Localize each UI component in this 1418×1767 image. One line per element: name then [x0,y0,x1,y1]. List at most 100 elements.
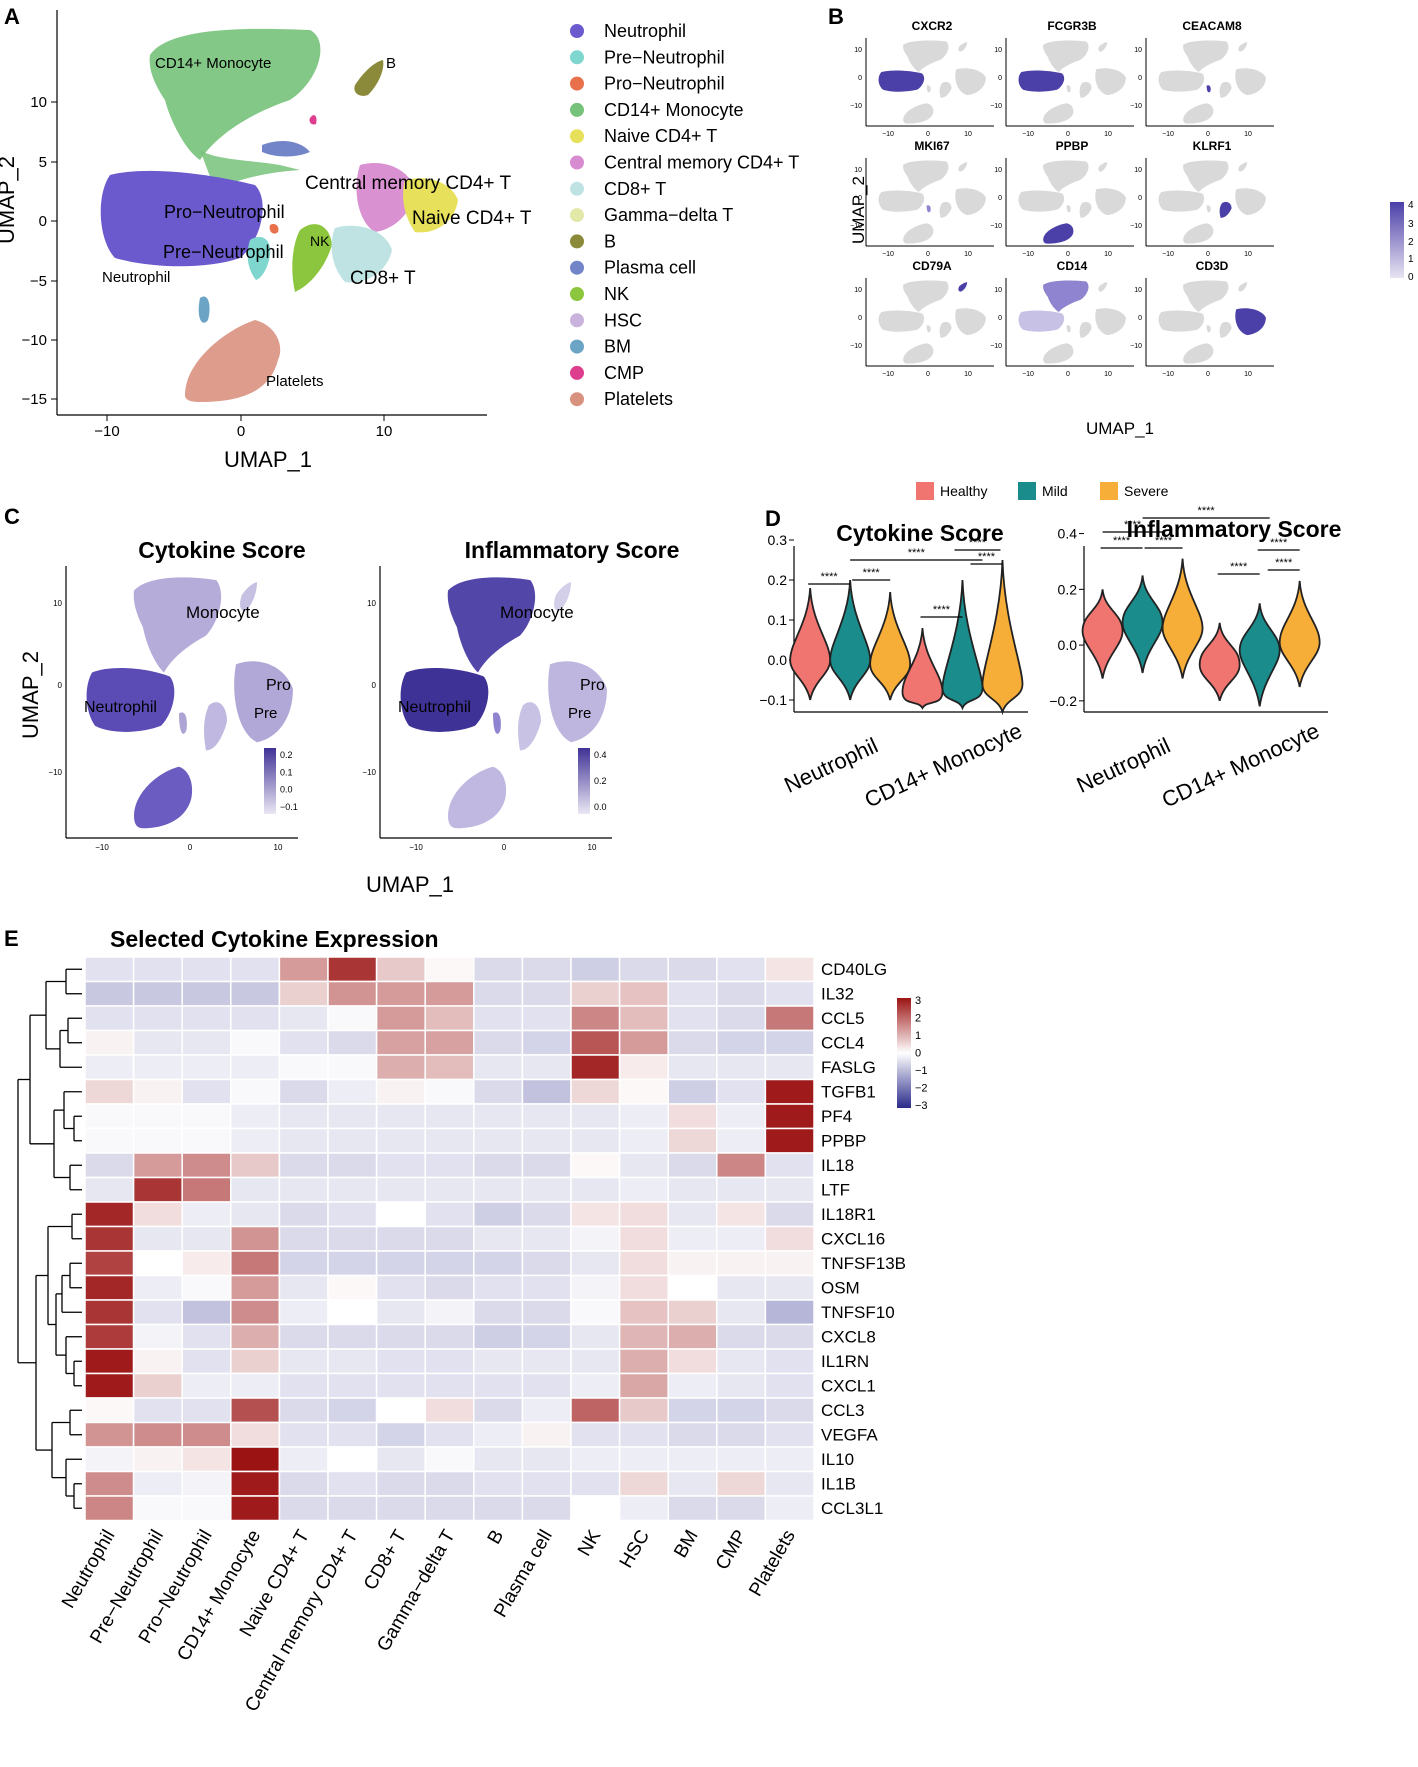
heatmap-cell [764,956,815,983]
umap-region-bcell [1098,42,1108,52]
panel-a-ytick: 10 [30,94,47,111]
mini-xtick: 0 [1066,371,1070,378]
umap-silhouette [1158,280,1266,364]
umap-region-pre [1206,85,1211,93]
feature-plot-klrf1: KLRF1 10 0 −10 −10 0 10 [1130,139,1274,258]
mini-ytick: −10 [850,223,862,230]
heatmap-cell [132,1274,183,1301]
legend-swatch [570,313,584,328]
heatmap-cell [230,1250,281,1277]
heatmap-col-label: NK [574,1526,606,1560]
heatmap-cell [764,1225,815,1252]
legend-swatch [570,208,584,223]
umap-region-plat [1183,223,1214,244]
legend-swatch [570,155,584,170]
umap-region-tcell [548,661,607,743]
heatmap-cell [84,1397,135,1424]
heatmap-row-label: CXCL1 [821,1377,876,1396]
heatmap-cell [278,980,329,1007]
heatmap-cell [570,956,621,983]
heatmap-cell [84,1421,135,1448]
heatmap-cell [521,1495,572,1522]
heatmap-cell [278,1421,329,1448]
heatmap-cell [716,1152,767,1179]
umap-region-mono [1043,40,1089,72]
violin-mild [1238,603,1281,707]
heatmap-cell [327,1152,378,1179]
umap-region-tcell [1235,308,1266,336]
heatmap-cell [618,1348,669,1375]
heatmap-row-label: IL1RN [821,1352,869,1371]
umap-region-neut [1018,190,1065,212]
heatmap-cell [618,1299,669,1326]
significance-stars: **** [1275,557,1293,569]
heatmap-cell [667,1152,718,1179]
umap-region-mono [1183,160,1229,192]
heatmap-cell [181,1348,232,1375]
score-ytick: 0 [372,681,377,690]
umap-region-bcell [1238,162,1248,172]
heatmap-cell [618,1421,669,1448]
heatmap-cell [716,1005,767,1032]
heatmap-cell [618,1470,669,1497]
heatmap-cbar-tick: −3 [915,1100,928,1112]
legend-label: CD8+ T [604,179,666,199]
heatmap-cell [570,1029,621,1056]
umap-region-plat [1043,103,1074,124]
heatmap-row-label: TNFSF10 [821,1303,895,1322]
umap-region-tcell [955,188,986,216]
umap-region-mono [1043,160,1089,192]
score-ytick: −10 [48,768,62,777]
panel-a-cluster-label: B [386,55,396,72]
umap-region-neut [878,70,925,92]
heatmap-cell [473,1348,524,1375]
panel-a-cluster-label: Neutrophil [102,269,170,286]
heatmap-cell [181,1299,232,1326]
heatmap-cell [473,956,524,983]
heatmap-cell [521,1446,572,1473]
heatmap-row-label: CXCL16 [821,1230,885,1249]
mini-xtick: −10 [1022,371,1034,378]
heatmap-cell [618,1397,669,1424]
panel-a-label: A [4,4,20,29]
heatmap-cell [667,1274,718,1301]
heatmap-cell [716,1176,767,1203]
umap-silhouette [1018,280,1126,364]
heatmap-cell [230,1127,281,1154]
mini-xtick: −10 [882,131,894,138]
heatmap-cell [667,1176,718,1203]
significance-stars: **** [908,547,926,559]
heatmap-cbar-tick: 0 [915,1048,921,1060]
mini-ytick: 0 [1138,75,1142,82]
heatmap-cell [667,1348,718,1375]
heatmap-row-label: CD40LG [821,960,887,979]
heatmap-cell [375,1323,426,1350]
mini-xtick: 10 [1104,371,1112,378]
umap-region-nk [939,321,952,338]
violin-mild [829,579,872,701]
umap-region-plat [1043,343,1074,364]
feature-gene-title: PPBP [1056,139,1089,153]
cluster-cd8 [331,225,392,283]
legend-swatch [570,234,584,249]
legend-swatch [570,50,584,65]
umap-region-bcell [240,582,257,611]
mini-ytick: −10 [850,103,862,110]
violin-category-label: CD14+ Monocyte [1158,718,1323,813]
heatmap-cell [716,1421,767,1448]
heatmap-cell [764,980,815,1007]
heatmap-cell [764,1421,815,1448]
mini-ytick: 0 [858,315,862,322]
heatmap-cell [84,980,135,1007]
heatmap-cell [84,1446,135,1473]
heatmap-cell [424,1078,475,1105]
violin-title: Inflammatory Score [1127,516,1342,542]
heatmap-cell [521,1054,572,1081]
panel-b-colorbar-ticks: 4 3 2 1 0 [1408,200,1414,283]
feature-gene-title: FCGR3B [1047,19,1097,33]
heatmap-cell [716,1274,767,1301]
umap-region-bcell [1238,42,1248,52]
heatmap-cell [375,1201,426,1228]
mini-xtick: −10 [882,371,894,378]
panel-a-cluster-label: CD14+ Monocyte [155,55,271,72]
